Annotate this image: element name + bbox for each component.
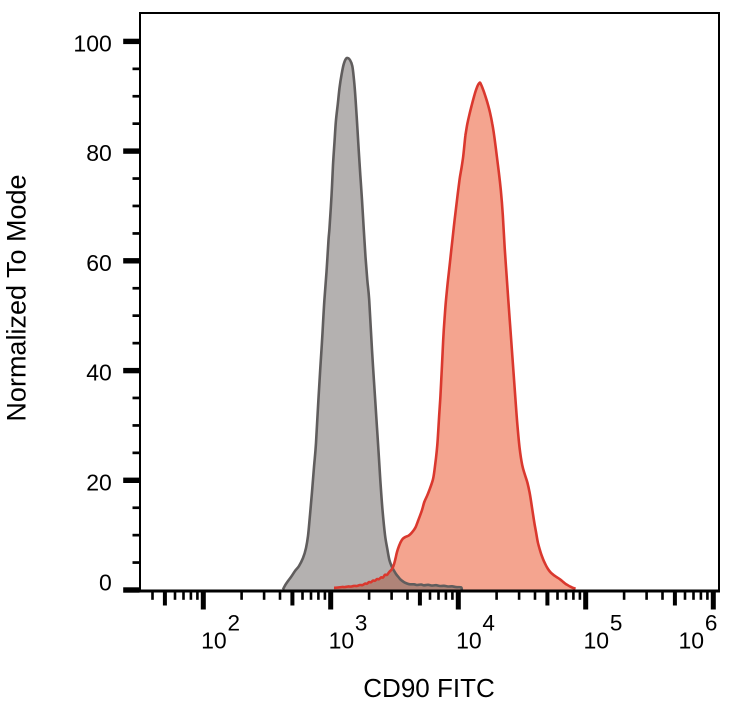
svg-text:20: 20: [86, 469, 112, 495]
svg-text:Normalized To Mode: Normalized To Mode: [2, 174, 32, 421]
svg-text:100: 100: [73, 30, 111, 56]
svg-text:CD90 FITC: CD90 FITC: [363, 673, 494, 703]
svg-text:10: 10: [679, 628, 705, 654]
svg-text:40: 40: [86, 360, 112, 386]
svg-text:0: 0: [99, 570, 112, 596]
svg-text:2: 2: [228, 611, 241, 636]
svg-text:6: 6: [705, 611, 718, 636]
svg-text:10: 10: [329, 628, 355, 654]
svg-text:60: 60: [86, 250, 112, 276]
svg-text:10: 10: [456, 628, 482, 654]
svg-text:3: 3: [355, 611, 368, 636]
svg-text:10: 10: [201, 628, 227, 654]
svg-text:4: 4: [482, 611, 495, 636]
svg-text:10: 10: [584, 628, 610, 654]
svg-text:80: 80: [86, 140, 112, 166]
svg-text:5: 5: [610, 611, 623, 636]
